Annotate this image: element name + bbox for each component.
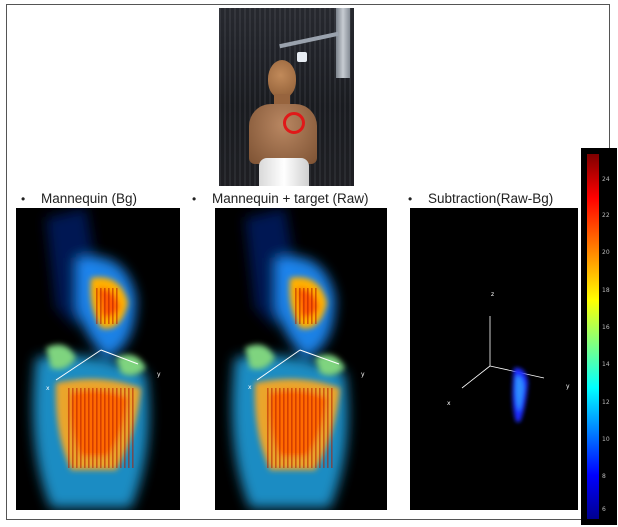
subtraction-volume-render: z x y bbox=[447, 291, 570, 422]
colorbar: 24 22 20 18 16 14 12 10 8 6 bbox=[581, 148, 617, 525]
colorbar-tick: 20 bbox=[602, 249, 610, 256]
axis-label-y: y bbox=[361, 371, 365, 378]
panel-raw: x y bbox=[215, 208, 387, 510]
axis-label-x: x bbox=[447, 400, 451, 407]
caption-left: • Mannequin (Bg) bbox=[21, 190, 137, 208]
axis-label-z: z bbox=[491, 291, 494, 298]
axis-label-x: x bbox=[248, 384, 252, 391]
caption-right-text: Subtraction(Raw-Bg) bbox=[428, 191, 554, 206]
caption-middle-text: Mannequin + target (Raw) bbox=[212, 191, 369, 206]
axes-icon bbox=[55, 349, 139, 381]
axes-icon bbox=[461, 316, 545, 389]
colorbar-tick: 12 bbox=[602, 399, 610, 406]
target-response-blob bbox=[512, 367, 528, 422]
bullet-icon: • bbox=[21, 192, 26, 206]
raw-volume-render: x y bbox=[232, 208, 365, 508]
panel-subtraction: z x y bbox=[410, 208, 578, 510]
bg-volume-render: x y bbox=[33, 208, 161, 508]
bullet-icon: • bbox=[408, 192, 413, 206]
colorbar-tick: 24 bbox=[602, 176, 610, 183]
bullet-icon: • bbox=[192, 192, 197, 206]
rig-head bbox=[297, 52, 307, 62]
colorbar-tick: 6 bbox=[602, 506, 606, 513]
caption-left-text: Mannequin (Bg) bbox=[41, 191, 138, 206]
mannequin-stand bbox=[259, 158, 309, 186]
colorbar-gradient bbox=[587, 154, 599, 519]
mannequin-head bbox=[268, 60, 296, 98]
colorbar-tick: 16 bbox=[602, 324, 610, 331]
axis-label-y: y bbox=[157, 371, 161, 378]
rig-post bbox=[336, 8, 350, 78]
red-circle-target-icon bbox=[283, 112, 305, 134]
colorbar-tick: 14 bbox=[602, 361, 610, 368]
mannequin-photo-icon bbox=[219, 8, 354, 186]
mannequin-torso bbox=[249, 104, 317, 164]
axes-icon bbox=[256, 349, 340, 381]
colorbar-tick: 8 bbox=[602, 473, 606, 480]
colorbar-tick: 22 bbox=[602, 212, 610, 219]
colorbar-tick: 10 bbox=[602, 436, 610, 443]
colorbar-tick: 18 bbox=[602, 287, 610, 294]
axis-label-y: y bbox=[566, 383, 570, 390]
caption-middle: • Mannequin + target (Raw) bbox=[192, 190, 368, 208]
panel-bg: x y bbox=[16, 208, 180, 510]
axis-label-x: x bbox=[46, 385, 50, 392]
rig-bar bbox=[279, 31, 339, 49]
caption-right: • Subtraction(Raw-Bg) bbox=[408, 190, 553, 208]
